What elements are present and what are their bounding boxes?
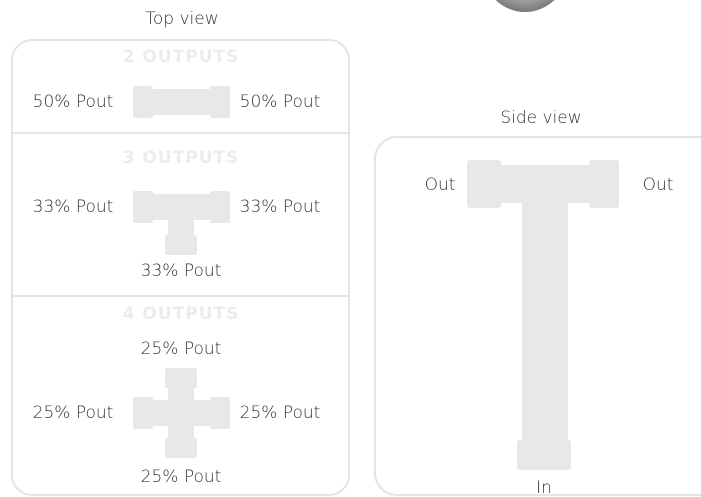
output-label: 33% Pout: [240, 197, 321, 217]
section-heading: 3 OUTPUTS: [123, 148, 240, 168]
output-label: Out: [643, 175, 674, 195]
output-label: 25% Pout: [141, 467, 222, 487]
splitter-4: [133, 368, 230, 458]
side-view-title: Side view: [500, 108, 581, 128]
output-label: Out: [425, 175, 456, 195]
output-label: 25% Pout: [240, 403, 321, 423]
top-view-title: Top view: [145, 9, 218, 29]
section-heading: 4 OUTPUTS: [123, 304, 240, 324]
section-heading: 2 OUTPUTS: [123, 47, 240, 67]
splitter-side: [467, 160, 619, 470]
device-image: [483, 0, 567, 12]
output-label: 25% Pout: [141, 339, 222, 359]
output-label: 50% Pout: [240, 92, 321, 112]
output-label: 25% Pout: [33, 403, 114, 423]
page: Top view 2 OUTPUTS 50% Pout 50% Pout 3 O…: [0, 0, 701, 497]
output-label: 33% Pout: [33, 197, 114, 217]
splitter-2: [133, 86, 230, 118]
diagram: Top view 2 OUTPUTS 50% Pout 50% Pout 3 O…: [0, 0, 701, 497]
output-label: 33% Pout: [141, 261, 222, 281]
splitter-3: [133, 191, 230, 255]
output-label: 50% Pout: [33, 92, 114, 112]
input-label: In: [536, 478, 552, 497]
